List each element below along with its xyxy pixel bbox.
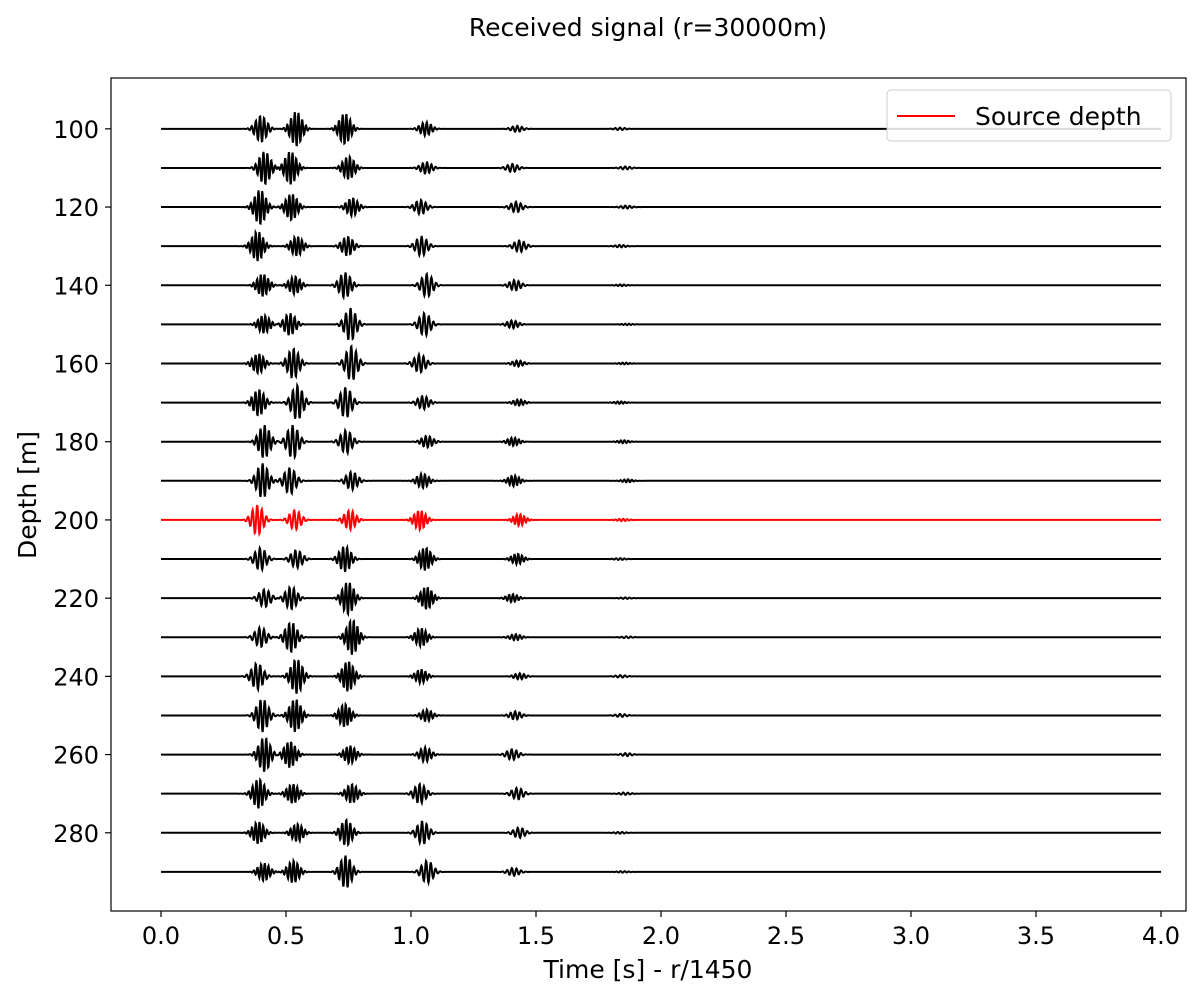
y-tick-label: 240: [53, 663, 99, 691]
trace-depth-240: [161, 659, 1161, 694]
trace-depth-280: [161, 817, 1161, 848]
x-tick-label: 2.0: [642, 922, 680, 950]
y-tick-label: 260: [53, 742, 99, 770]
y-tick-label: 140: [53, 272, 99, 300]
y-tick-label: 100: [53, 116, 99, 144]
trace-depth-130: [161, 228, 1161, 262]
y-tick-label: 120: [53, 194, 99, 222]
trace-depth-110: [161, 151, 1161, 186]
y-tick-label: 280: [53, 820, 99, 848]
trace-depth-210: [161, 543, 1161, 574]
trace-depth-150: [161, 307, 1161, 342]
y-axis-label: Depth [m]: [13, 431, 42, 559]
y-tick-label: 160: [53, 350, 99, 378]
trace-depth-260: [161, 737, 1161, 772]
y-axis-ticks: 100 120 140 160 180 200 220 240 260 280: [53, 116, 111, 848]
x-tick-label: 0.0: [142, 922, 180, 950]
y-tick-label: 180: [53, 429, 99, 457]
trace-depth-140: [161, 271, 1161, 301]
trace-depth-190: [161, 463, 1161, 498]
x-axis-label: Time [s] - r/1450: [543, 955, 753, 984]
traces: [161, 112, 1161, 888]
x-tick-label: 0.5: [267, 922, 305, 950]
legend-label-source-depth: Source depth: [975, 102, 1142, 131]
legend-frame: [886, 89, 1172, 142]
trace-depth-180: [161, 424, 1161, 461]
trace-depth-220: [161, 582, 1161, 618]
x-tick-label: 4.0: [1142, 922, 1180, 950]
legend: Source depth: [886, 89, 1172, 142]
x-tick-label: 1.0: [392, 922, 430, 950]
trace-depth-160: [161, 344, 1161, 380]
trace-depth-250: [161, 699, 1161, 733]
trace-depth-230: [161, 617, 1161, 655]
x-axis-ticks: 0.0 0.5 1.0 1.5 2.0 2.5 3.0 3.5 4.0: [142, 911, 1180, 950]
trace-depth-170: [161, 381, 1161, 419]
x-tick-label: 1.5: [517, 922, 555, 950]
x-tick-label: 3.0: [892, 922, 930, 950]
y-tick-label: 200: [53, 507, 99, 535]
trace-depth-270: [161, 776, 1161, 809]
chart-title: Received signal (r=30000m): [469, 13, 827, 42]
trace-depth-290: [161, 855, 1161, 888]
trace-depth-120: [161, 190, 1161, 225]
y-tick-label: 220: [53, 585, 99, 613]
plot-frame: [110, 77, 1187, 912]
trace-source-depth: [161, 504, 1161, 538]
x-tick-label: 2.5: [767, 922, 805, 950]
x-tick-label: 3.5: [1017, 922, 1055, 950]
